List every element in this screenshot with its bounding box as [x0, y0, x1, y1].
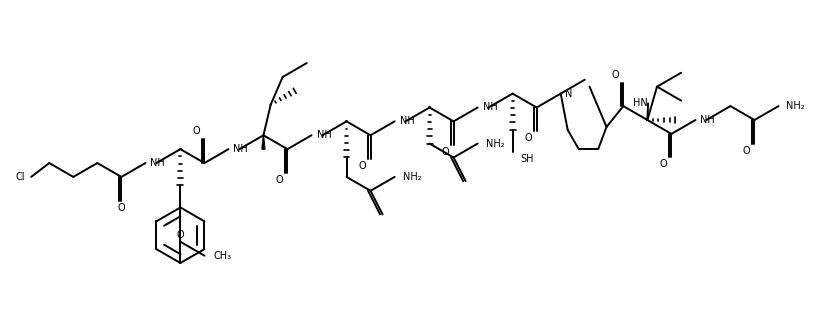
- Text: O: O: [176, 230, 184, 240]
- Text: NH₂: NH₂: [486, 139, 504, 149]
- Text: O: O: [118, 203, 125, 213]
- Text: O: O: [276, 175, 283, 185]
- Text: NH: NH: [150, 158, 165, 168]
- Text: NH: NH: [317, 130, 331, 140]
- Text: NH₂: NH₂: [402, 172, 421, 182]
- Text: O: O: [659, 159, 667, 169]
- Text: O: O: [193, 127, 200, 137]
- Text: O: O: [441, 147, 450, 157]
- Text: O: O: [525, 133, 533, 143]
- Text: NH: NH: [482, 103, 498, 113]
- Text: O: O: [612, 69, 619, 79]
- Text: N: N: [565, 89, 572, 99]
- Text: NH₂: NH₂: [787, 101, 805, 111]
- Text: O: O: [359, 161, 366, 171]
- Text: NH: NH: [233, 144, 248, 154]
- Text: CH₃: CH₃: [213, 250, 232, 261]
- Text: HN: HN: [632, 98, 648, 108]
- Text: NH: NH: [700, 115, 715, 125]
- Text: NH: NH: [400, 116, 415, 126]
- Text: SH: SH: [521, 154, 534, 164]
- Polygon shape: [262, 135, 265, 149]
- Text: Cl: Cl: [16, 172, 25, 182]
- Text: O: O: [743, 146, 751, 156]
